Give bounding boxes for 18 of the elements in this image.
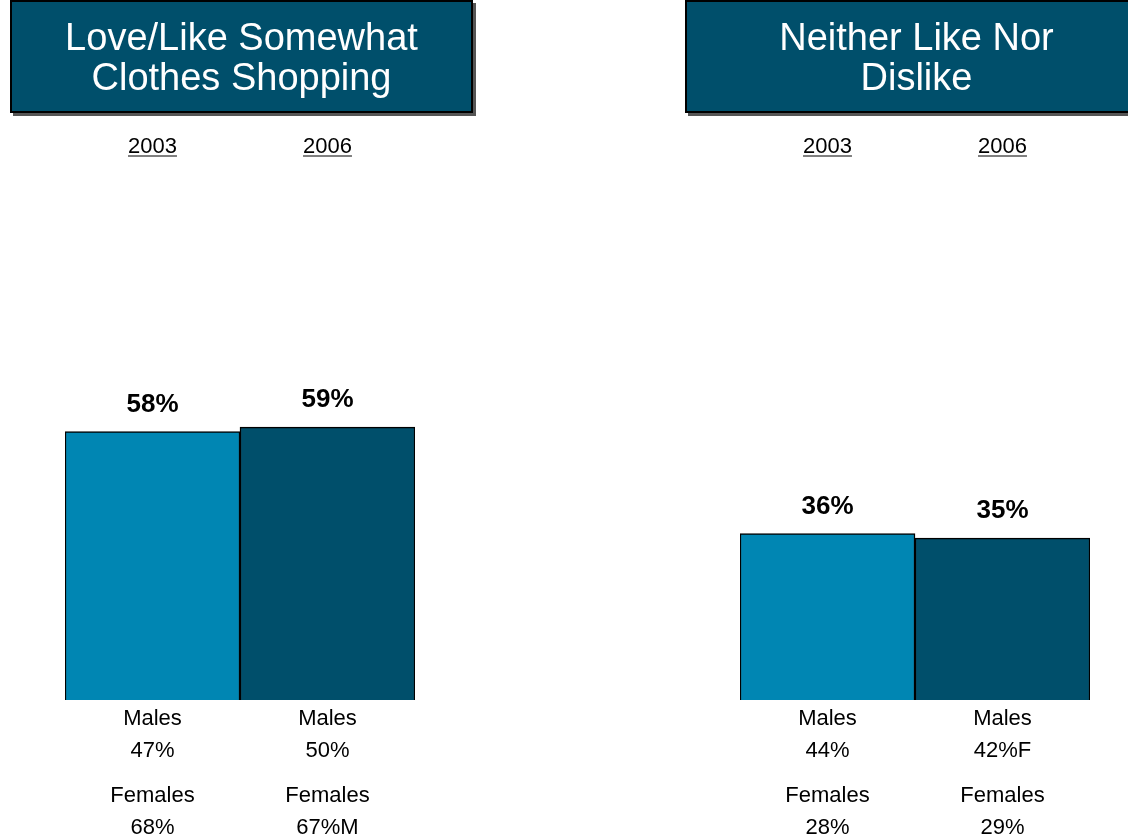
data-label: 36% — [801, 489, 854, 520]
x-tick-label: 2003 — [128, 133, 177, 158]
text: Males 44% — [798, 705, 857, 763]
chart-title: Love/Like Somewhat Clothes Shopping — [10, 0, 473, 113]
text: Males 47% — [123, 705, 182, 763]
text: Females 67%M — [285, 782, 370, 840]
data-label: 59% — [301, 383, 354, 414]
text: Males 42%F — [973, 705, 1032, 763]
text: Females 68% — [110, 782, 195, 840]
text: Females 28% — [785, 782, 870, 840]
x-tick-label: 2006 — [978, 133, 1027, 158]
x-tick-label: 2003 — [803, 133, 852, 158]
text: Females 29% — [960, 782, 1045, 840]
data-label: 58% — [126, 387, 179, 418]
x-tick-label: 2006 — [303, 133, 352, 158]
data-label: 35% — [976, 494, 1029, 525]
text: Males 50% — [298, 705, 357, 763]
chart-title: Neither Like Nor Dislike — [685, 0, 1128, 113]
